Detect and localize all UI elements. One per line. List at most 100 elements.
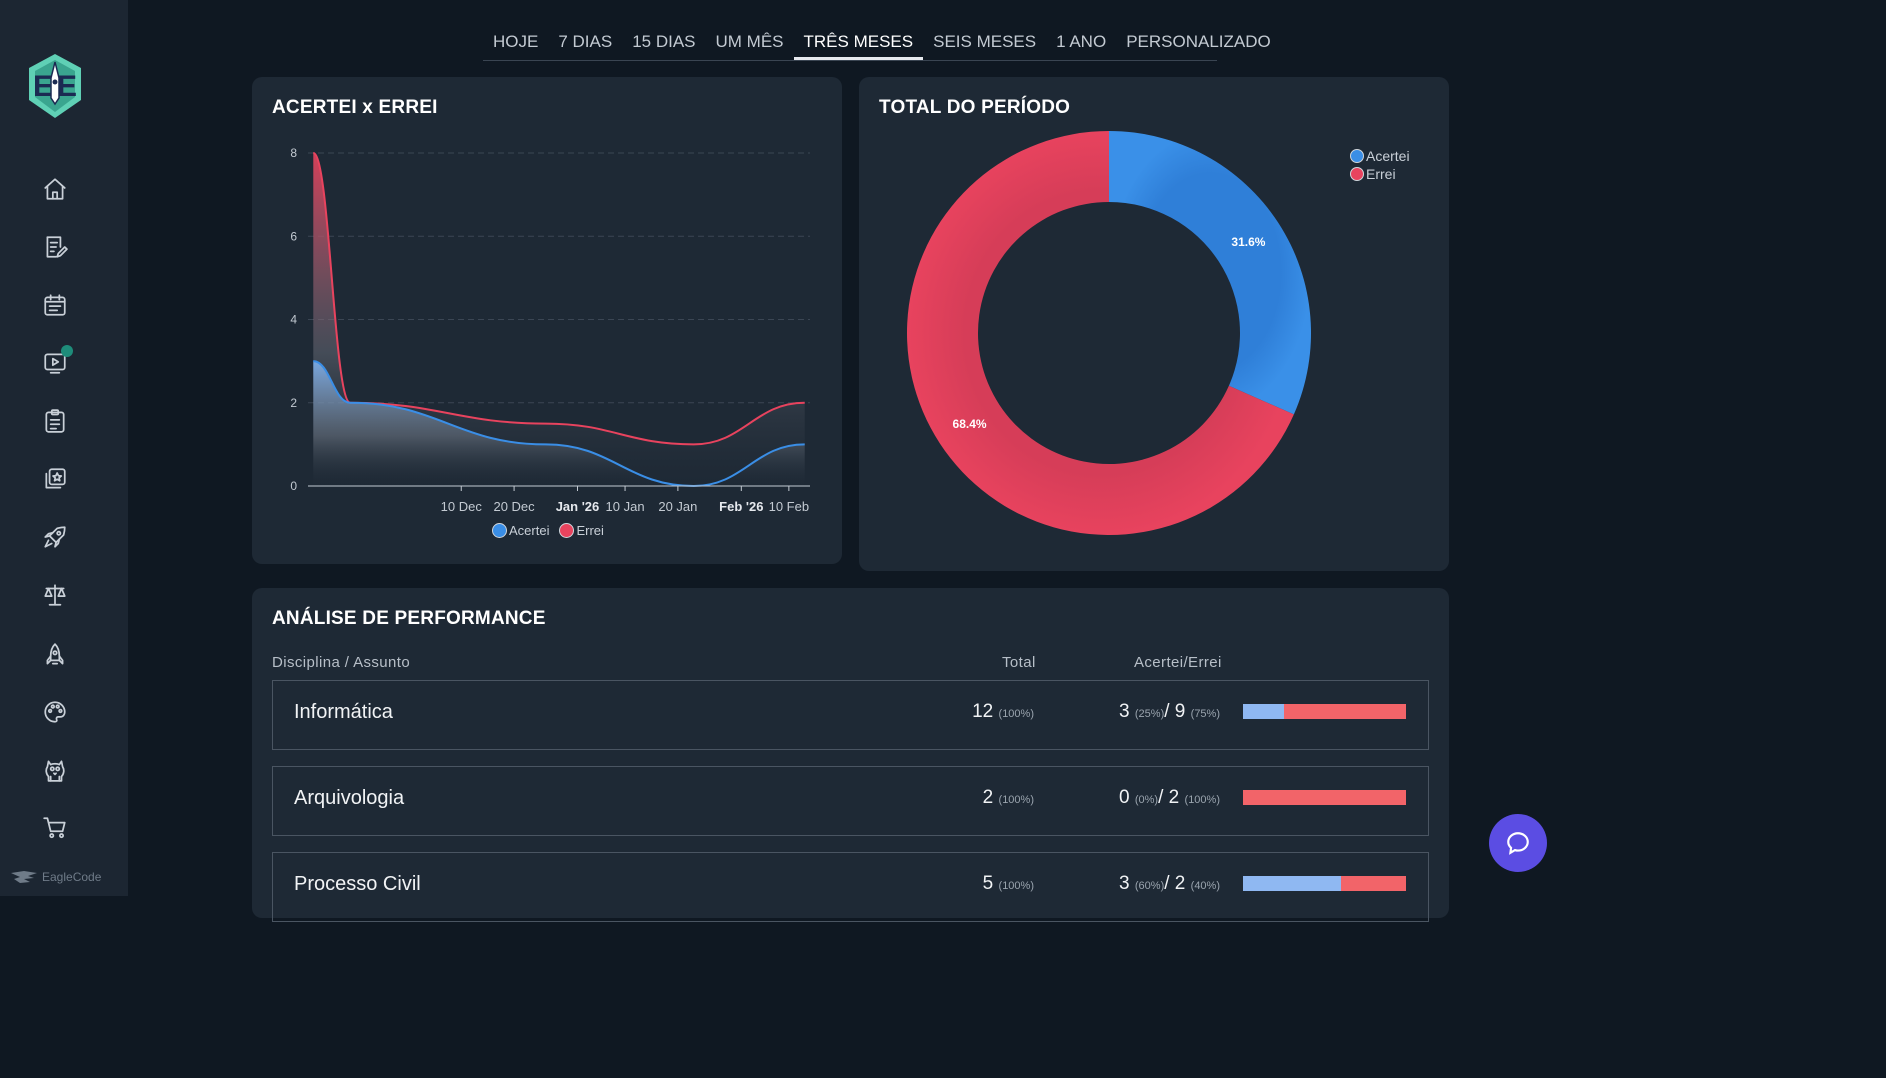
bar-acertei [1243,704,1284,719]
performance-card: ANÁLISE DE PERFORMANCE Disciplina / Assu… [252,588,1449,922]
x-tick-label: 20 Jan [658,499,697,514]
tab-personalizado[interactable]: PERSONALIZADO [1126,32,1271,51]
scale-icon[interactable] [40,580,70,610]
line-chart: 0 2 4 6 8 10 Dec 20 Dec Jan '26 10 Jan 20 Jan Feb … [290,146,810,514]
eagle-logo-icon [11,871,37,883]
row-errei-value: 2 [1174,873,1186,894]
x-tick-label: 10 Jan [606,499,645,514]
y-tick-label: 4 [290,313,297,327]
legend-label-errei: Errei [576,523,604,538]
chat-button[interactable] [1489,814,1547,872]
video-play-icon[interactable] [40,348,70,378]
calendar-icon[interactable] [40,290,70,320]
rocket-launch-icon[interactable] [40,640,70,670]
row-ratio-bar [1243,704,1406,719]
donut-label-errei: 68.4% [953,417,987,431]
legend-item-errei[interactable]: Errei [559,523,604,538]
row-errei-pct: (75%) [1190,708,1220,720]
header-ratio: Acertei/Errei [1134,654,1222,671]
row-total-value: 12 [972,701,994,722]
header-subject: Disciplina / Assunto [272,654,411,671]
x-tick-label: 10 Feb [769,499,809,514]
chat-bubble-icon [1507,832,1529,855]
row-total-value: 2 [982,787,994,808]
rocket-icon[interactable] [40,522,70,552]
row-total-pct: (100%) [998,708,1034,720]
donut-slice-acertei[interactable] [1109,131,1311,415]
home-icon[interactable] [40,174,70,204]
palette-icon[interactable] [40,697,70,727]
sidebar: E E EagleCode [0,0,128,896]
tab-três-meses[interactable]: TRÊS MESES [793,30,924,60]
bar-errei [1243,790,1406,805]
x-tick-label: 10 Dec [441,499,483,514]
bar-acertei [1243,876,1341,891]
donut-chart-title: TOTAL DO PERÍODO [879,97,1071,118]
row-ratio-bar [1243,790,1406,805]
row-errei-pct: (100%) [1184,794,1220,806]
table-row[interactable]: Informática 12 (100%) 3 (25%)/ 9 (75%) [272,680,1429,750]
row-ratio: 0 (0%)/ 2 (100%) [1119,787,1220,808]
row-total: 12 (100%) [972,701,1034,723]
row-subject: Arquivologia [294,787,405,809]
y-tick-label: 0 [290,479,297,493]
series-line-acertei [313,360,805,488]
notification-dot [61,345,73,357]
row-ratio: 3 (25%)/ 9 (75%) [1119,701,1220,722]
header-total: Total [1002,654,1036,671]
row-acertei-value: 3 [1119,873,1130,894]
bar-errei [1340,876,1406,891]
y-tick-label: 8 [290,146,297,160]
period-tabs: HOJE 7 DIAS 15 DIAS UM MÊS TRÊS MESES SEIS ME… [483,30,1271,61]
row-total: 2 (100%) [983,787,1034,809]
row-subject: Processo Civil [294,873,421,895]
line-chart-title: ACERTEI x ERREI [272,97,438,118]
donut-legend: Acertei Errei [1350,147,1410,183]
row-acertei-pct: (0%) [1134,794,1159,806]
row-acertei-value: 0 [1119,787,1130,808]
row-subject: Informática [294,701,393,723]
cart-icon[interactable] [40,813,70,843]
svg-text:E: E [57,70,77,103]
donut-label-acertei: 31.6% [1231,235,1265,249]
row-ratio: 3 (60%)/ 2 (40%) [1119,873,1220,894]
mascot-icon[interactable] [40,755,70,785]
line-chart-legend: Acertei Errei [492,523,604,538]
row-errei-pct: (40%) [1190,880,1220,892]
row-ratio-bar [1243,876,1406,891]
row-total-pct: (100%) [998,880,1034,892]
x-tick-label: Jan '26 [556,499,600,514]
donut-legend-label-errei: Errei [1366,166,1396,182]
x-tick-label: Feb '26 [719,499,763,514]
donut-chart-card: TOTAL DO PERÍODO 31.6% 68.4% Acertei Erre… [859,77,1449,571]
star-cards-icon[interactable] [40,464,70,494]
clipboard-icon[interactable] [40,406,70,436]
y-tick-label: 2 [290,396,297,410]
donut-legend-dot-errei [1350,167,1364,181]
performance-title: ANÁLISE DE PERFORMANCE [272,608,546,629]
edit-document-icon[interactable] [40,232,70,262]
tab-hoje[interactable]: HOJE [493,32,539,51]
legend-item-acertei[interactable]: Acertei [492,523,549,538]
donut-chart: 31.6% 68.4% [907,131,1311,535]
legend-dot-errei [559,523,575,538]
series-area-acertei [313,361,805,486]
donut-legend-dot-acertei [1350,149,1364,163]
tab-7-dias[interactable]: 7 DIAS [558,32,613,51]
table-row[interactable]: Processo Civil 5 (100%) 3 (60%)/ 2 (40%) [272,852,1429,922]
row-errei-value: 2 [1168,787,1180,808]
legend-label-acertei: Acertei [509,523,550,538]
donut-legend-acertei[interactable]: Acertei [1350,147,1410,165]
tab-15-dias[interactable]: 15 DIAS [632,32,696,51]
row-total-pct: (100%) [998,794,1034,806]
brand-name: EagleCode [42,870,102,884]
donut-slice-errei[interactable] [907,131,1294,535]
app-logo[interactable]: E E [25,52,85,120]
tab-1-ano[interactable]: 1 ANO [1056,32,1107,51]
table-row[interactable]: Arquivologia 2 (100%) 0 (0%)/ 2 (100%) [272,766,1429,836]
bar-errei [1283,704,1406,719]
y-tick-label: 6 [290,229,297,243]
tab-um-mês[interactable]: UM MÊS [715,32,784,51]
donut-legend-errei[interactable]: Errei [1350,165,1410,183]
tab-seis-meses[interactable]: SEIS MESES [933,32,1037,51]
